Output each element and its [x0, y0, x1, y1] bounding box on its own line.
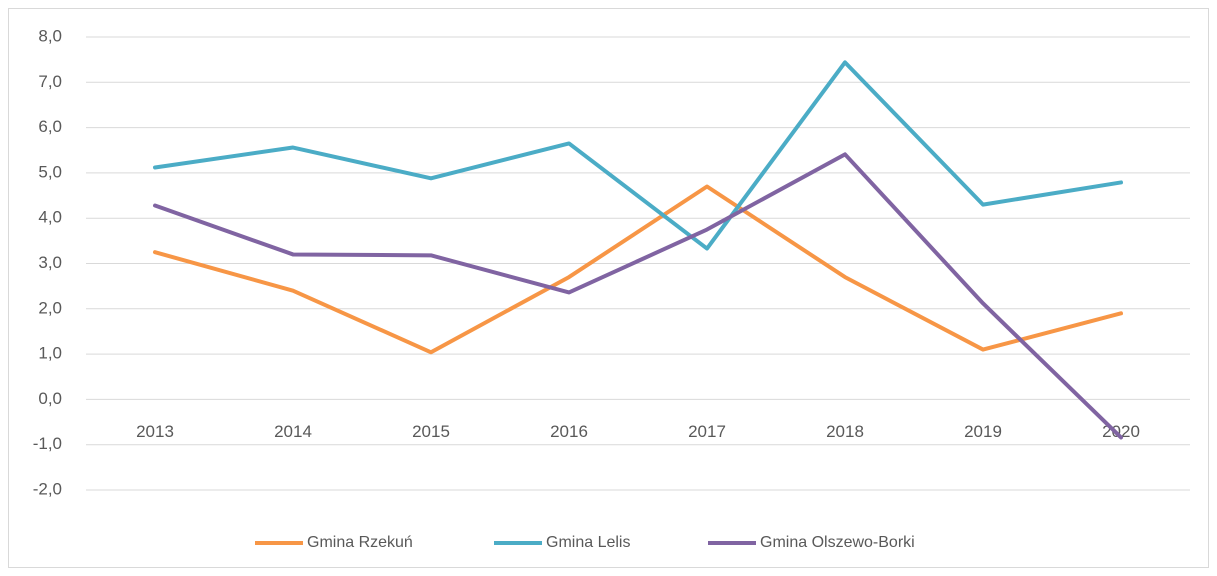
x-tick-label: 2019	[964, 422, 1002, 441]
y-tick-label: 3,0	[38, 253, 62, 272]
chart-border	[8, 8, 1209, 568]
y-tick-label: 4,0	[38, 208, 62, 227]
series-line	[153, 60, 1123, 251]
y-tick-label: 0,0	[38, 389, 62, 408]
y-tick-label: -2,0	[33, 479, 62, 498]
x-tick-label: 2014	[274, 422, 312, 441]
legend-label: Gmina Olszewo-Borki	[760, 534, 915, 551]
legend-label: Gmina Rzekuń	[307, 534, 413, 551]
y-tick-label: 1,0	[38, 344, 62, 363]
y-tick-label: 2,0	[38, 298, 62, 317]
y-tick-label: 7,0	[38, 72, 62, 91]
x-tick-label: 2015	[412, 422, 450, 441]
series-line	[153, 152, 1123, 440]
y-tick-label: -1,0	[33, 434, 62, 453]
series-line	[153, 184, 1123, 355]
y-tick-label: 8,0	[38, 26, 62, 45]
y-tick-label: 6,0	[38, 117, 62, 136]
x-tick-label: 2013	[136, 422, 174, 441]
x-tick-label: 2018	[826, 422, 864, 441]
y-tick-label: 5,0	[38, 162, 62, 181]
x-tick-label: 2016	[550, 422, 588, 441]
x-tick-label: 2017	[688, 422, 726, 441]
legend-label: Gmina Lelis	[546, 534, 630, 551]
